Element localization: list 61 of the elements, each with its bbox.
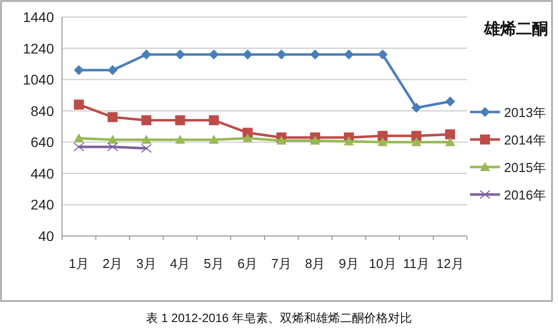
point (175, 134, 186, 144)
point (242, 50, 253, 60)
point (141, 50, 152, 60)
point (140, 144, 152, 153)
x-tick-label: 6月 (238, 256, 258, 271)
point (108, 65, 118, 76)
point (411, 130, 422, 141)
point (107, 142, 118, 152)
point (74, 65, 84, 76)
x-tick-label: 4月 (170, 256, 190, 271)
x-tick-label: 7月 (271, 256, 292, 271)
point (378, 137, 388, 146)
point (73, 142, 84, 152)
text: 表 1 2012-2016 年皂素、双烯和雄烯二酮价格对比 (146, 311, 412, 325)
x-tick-label: 3月 (136, 256, 156, 271)
point (141, 115, 152, 126)
x-tick-label: 10月 (368, 256, 396, 271)
point (276, 136, 286, 145)
legend-label: 2013年 (504, 105, 546, 120)
y-tick-label: 640 (30, 134, 54, 150)
point (310, 136, 320, 145)
x-tick-label: 11月 (403, 256, 430, 271)
point (208, 115, 219, 126)
y-tick-label: 840 (30, 102, 54, 119)
point (445, 96, 456, 106)
y-tick-label: 240 (30, 196, 54, 213)
point (175, 115, 186, 126)
x-tick-label: 5月 (204, 256, 224, 271)
point (108, 112, 118, 122)
y-tick-label: 1240 (22, 40, 54, 56)
y-tick-label: 440 (30, 165, 54, 182)
point (276, 50, 286, 60)
point (310, 50, 320, 60)
y-tick-label: 40 (38, 228, 54, 244)
point (74, 133, 84, 142)
point (378, 130, 388, 141)
x-tick-label: 2月 (102, 256, 123, 271)
x-tick-label: 12月 (436, 256, 464, 271)
x-tick-label: 8月 (305, 256, 326, 271)
point (411, 137, 422, 146)
point (242, 133, 253, 142)
y-tick-label: 1040 (22, 72, 54, 88)
point (74, 100, 84, 110)
point (208, 134, 219, 144)
point (378, 50, 388, 60)
point (445, 129, 456, 140)
y-tick-label: 1440 (22, 9, 54, 25)
point (208, 50, 219, 60)
point (411, 102, 422, 113)
point (344, 136, 354, 146)
legend-label: 2016年 (504, 188, 546, 202)
point (108, 134, 118, 144)
text: 雄烯二酮 (483, 20, 548, 38)
point (445, 137, 456, 146)
x-tick-label: 1月 (68, 256, 89, 271)
legend-label: 2015年 (504, 160, 546, 175)
legend-label: 2014年 (504, 132, 546, 148)
point (141, 134, 152, 144)
point (175, 50, 186, 60)
point (344, 50, 354, 60)
x-tick-label: 9月 (338, 256, 359, 271)
